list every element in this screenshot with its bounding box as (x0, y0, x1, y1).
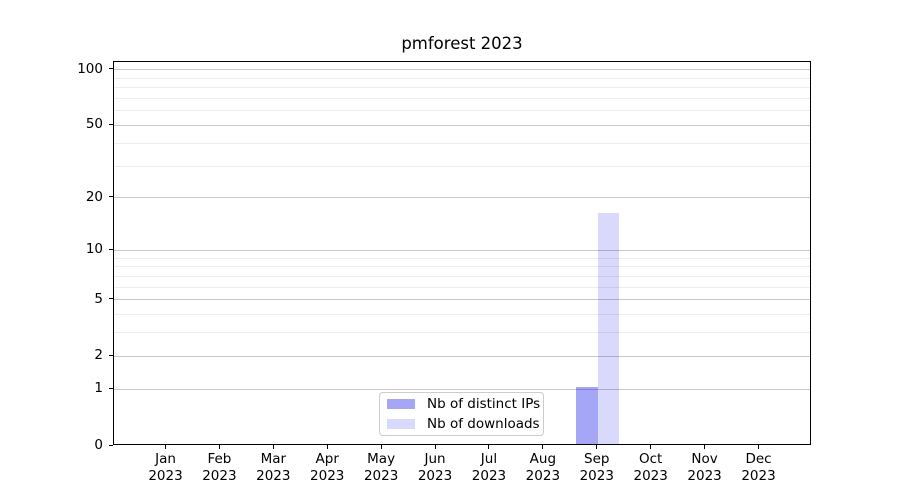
gridline-minor (114, 266, 810, 268)
legend-swatch-distinct-ips (387, 399, 415, 409)
gridline-major (114, 124, 810, 126)
x-tick-mark (758, 445, 759, 449)
bar-nb-of-distinct-ips (576, 387, 598, 444)
legend-label-distinct-ips: Nb of distinct IPs (427, 396, 541, 412)
x-tick-mark (165, 445, 166, 449)
x-tick-label: Feb 2023 (202, 451, 237, 484)
chart-title: pmforest 2023 (401, 34, 523, 53)
y-tick-mark (109, 354, 113, 356)
x-tick-label: Dec 2023 (741, 451, 776, 484)
y-tick-label: 50 (85, 116, 103, 133)
gridline-major (114, 197, 810, 199)
x-tick-mark (218, 445, 220, 449)
gridline-minor (114, 257, 810, 259)
y-tick-mark (109, 123, 113, 125)
x-tick-mark (434, 445, 436, 449)
gridline-minor (114, 110, 810, 112)
y-tick-label: 10 (85, 241, 103, 258)
y-tick-label: 100 (77, 60, 103, 77)
x-tick-label: Sep 2023 (579, 451, 614, 484)
gridline-minor (114, 97, 810, 99)
x-tick-label: Oct 2023 (633, 451, 668, 484)
gridline-major (114, 388, 810, 390)
y-tick-mark (109, 248, 113, 250)
y-tick-label: 5 (94, 290, 103, 307)
gridline-minor (114, 286, 810, 288)
x-tick-label: Mar 2023 (256, 451, 291, 484)
gridline-minor (114, 332, 810, 334)
legend-label-downloads: Nb of downloads (427, 416, 540, 432)
gridline-major (114, 249, 810, 251)
x-tick-mark (380, 445, 382, 449)
gridline-minor (114, 314, 810, 316)
x-tick-label: Jan 2023 (148, 451, 183, 484)
legend-entry-distinct-ips: Nb of distinct IPs (387, 396, 543, 412)
x-tick-mark (542, 445, 544, 449)
y-tick-mark (109, 298, 113, 300)
gridline-minor (114, 77, 810, 79)
x-tick-label: Aug 2023 (525, 451, 561, 484)
y-tick-label: 20 (85, 188, 103, 205)
x-tick-label: May 2023 (363, 451, 399, 484)
y-tick-mark (109, 444, 113, 446)
gridline-major (114, 355, 810, 357)
gridline-minor (114, 87, 810, 89)
x-tick-mark (596, 445, 598, 449)
plot-area: Nb of distinct IPs Nb of downloads (113, 61, 811, 445)
x-tick-mark (272, 445, 274, 449)
gridline-minor (114, 165, 810, 167)
x-tick-mark (650, 445, 652, 449)
legend: Nb of distinct IPs Nb of downloads (379, 392, 544, 436)
y-tick-label: 1 (94, 380, 103, 397)
x-tick-label: Jul 2023 (471, 451, 507, 484)
legend-entry-downloads: Nb of downloads (387, 416, 543, 432)
y-tick-mark (109, 387, 113, 389)
x-tick-label: Jun 2023 (417, 451, 453, 484)
y-tick-label: 0 (94, 437, 103, 453)
y-tick-mark (109, 68, 113, 70)
x-tick-label: Apr 2023 (310, 451, 345, 484)
gridline-minor (114, 275, 810, 277)
y-tick-mark (109, 196, 113, 198)
y-tick-label: 2 (94, 347, 103, 364)
gridline-major (114, 299, 810, 301)
x-tick-mark (326, 445, 328, 449)
x-tick-mark (704, 445, 706, 449)
gridline-minor (114, 142, 810, 144)
bar-nb-of-downloads (597, 213, 620, 444)
legend-swatch-downloads (387, 419, 415, 429)
gridline-major (114, 69, 810, 71)
x-tick-mark (488, 445, 490, 449)
x-tick-label: Nov 2023 (687, 451, 722, 484)
